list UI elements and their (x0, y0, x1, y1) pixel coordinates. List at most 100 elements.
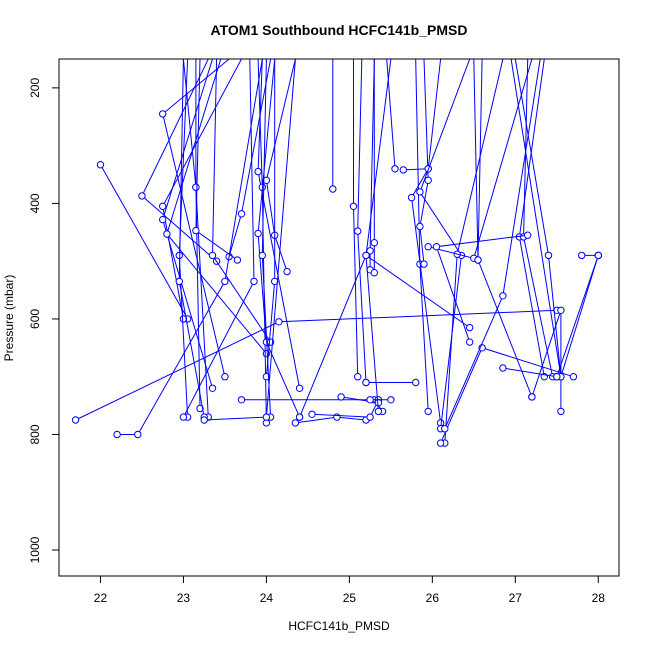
y-axis-label: Pressure (mbar) (2, 275, 16, 362)
data-point-4-1 (159, 215, 167, 224)
profile-line-36 (386, 59, 396, 169)
data-point-21-1 (134, 430, 142, 439)
profile-line-1 (100, 164, 189, 320)
data-point-13-2 (233, 256, 242, 264)
data-point-39-3 (420, 260, 428, 268)
data-point-15-1 (208, 251, 217, 260)
data-point-14-1 (254, 229, 262, 238)
profile-line-38 (403, 168, 429, 171)
data-point-19-1 (258, 251, 266, 260)
profile-line-45 (440, 347, 574, 444)
profile-line-13 (195, 59, 238, 261)
profile-line-31 (357, 59, 367, 383)
x-tick-label: 23 (177, 591, 191, 605)
data-point-39-2 (416, 222, 424, 231)
data-point-21-2 (221, 277, 229, 286)
x-tick-label: 28 (592, 591, 606, 605)
profile-line-56 (556, 255, 599, 377)
data-point-52-0 (524, 231, 532, 239)
profile-line-49 (502, 367, 557, 378)
data-point-31-2 (362, 378, 370, 387)
data-point-11-1 (237, 210, 246, 218)
x-tick-label: 24 (260, 591, 274, 605)
data-point-43-2 (424, 243, 432, 251)
data-point-33-1 (370, 239, 378, 247)
profile-line-20 (75, 309, 557, 421)
data-point-38-0 (399, 166, 407, 174)
x-tick-label: 26 (426, 591, 440, 605)
profile-line-51 (531, 310, 562, 412)
data-point-28-1 (412, 378, 420, 387)
profile-line-34 (365, 59, 392, 412)
data-point-49-0 (499, 364, 507, 372)
data-point-40-2 (407, 193, 416, 202)
data-point-0-1 (159, 110, 167, 118)
data-point-8-2 (295, 384, 304, 392)
profile-line-24 (295, 416, 367, 424)
data-point-53-2 (528, 393, 536, 401)
data-point-26-1 (374, 399, 383, 407)
data-point-35-2 (466, 323, 474, 332)
data-point-21-0 (113, 430, 121, 439)
data-point-24-0 (291, 419, 300, 427)
data-point-52-1 (432, 243, 441, 251)
data-point-3-1 (159, 202, 167, 211)
data-point-20-1 (275, 318, 283, 326)
data-point-31-1 (354, 227, 362, 235)
data-point-18-1 (250, 277, 258, 286)
profile-line-8 (257, 59, 301, 389)
data-point-33-2 (370, 269, 378, 277)
data-point-25-0 (308, 410, 316, 418)
data-point-4-2 (208, 384, 217, 392)
profile-line-42 (444, 59, 504, 444)
x-tick-label: 22 (94, 591, 108, 605)
data-point-35-1 (362, 251, 370, 260)
data-point-36-0 (391, 165, 399, 173)
x-tick-label: 25 (343, 591, 357, 605)
profile-line-30 (353, 59, 359, 377)
data-point-37-2 (424, 407, 432, 416)
data-point-51-1 (557, 306, 565, 314)
data-point-50-2 (441, 425, 449, 433)
data-point-27-1 (387, 396, 395, 404)
data-point-1-0 (96, 161, 105, 169)
x-axis: 22 23 24 25 26 27 28 (94, 575, 606, 605)
profile-line-35 (299, 254, 470, 418)
data-point-17-1 (271, 277, 279, 286)
data-point-35-0 (295, 413, 304, 421)
data-point-0-2 (221, 373, 229, 381)
x-axis-label: HCFC141b_PMSD (288, 619, 390, 633)
y-tick-label: 800 (28, 424, 42, 444)
data-point-5-1 (163, 230, 171, 238)
data-point-45-0 (436, 439, 445, 447)
y-tick-label: 600 (28, 309, 42, 329)
y-tick-label: 400 (28, 193, 42, 213)
y-tick-label: 200 (28, 78, 42, 98)
profile-line-21 (117, 59, 263, 435)
data-point-48-1 (544, 251, 553, 260)
data-point-53-1 (474, 256, 482, 264)
profile-line-39 (419, 59, 429, 265)
data-point-8-1 (254, 167, 262, 176)
data-point-22-2 (200, 416, 208, 424)
plot-series-group (71, 59, 602, 447)
y-tick-label: 1000 (28, 536, 42, 563)
profile-line-44 (473, 59, 479, 261)
data-point-24-1 (333, 413, 341, 421)
data-point-54-0 (578, 251, 586, 260)
profile-line-2 (141, 59, 217, 262)
data-point-41-1 (416, 188, 424, 196)
plot-frame (58, 58, 620, 577)
data-point-50-1 (499, 292, 507, 300)
data-point-7-1 (192, 183, 200, 191)
data-point-7-2 (196, 404, 204, 413)
profile-line-22 (204, 59, 296, 421)
data-point-13-1 (192, 226, 200, 235)
data-point-52-2 (466, 338, 474, 346)
data-point-16-1 (175, 277, 184, 286)
profile-line-40 (411, 59, 442, 423)
y-axis: 200 400 600 800 1000 (28, 78, 60, 563)
data-point-45-2 (569, 373, 578, 381)
data-point-23-0 (237, 396, 246, 404)
